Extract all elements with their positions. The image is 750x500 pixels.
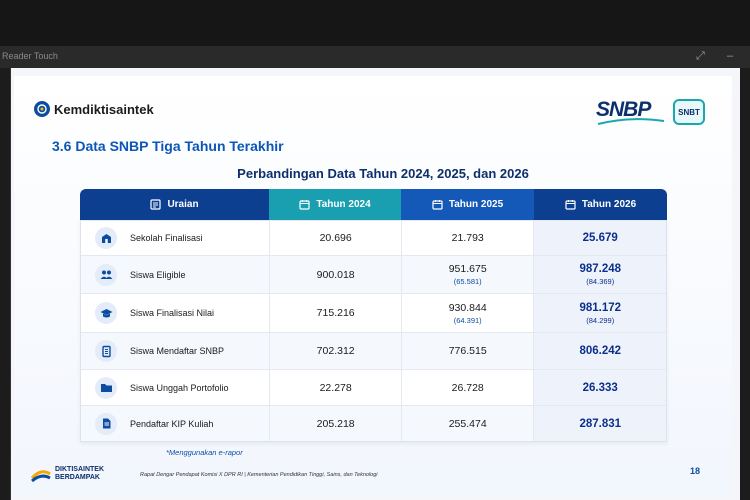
table-row: Siswa Mendaftar SNBP 702.312 776.515 806…: [81, 332, 666, 369]
cell-2024: 702.312: [269, 333, 401, 369]
cell-2025: 255.474: [400, 406, 534, 441]
cell-2026: 806.242: [533, 333, 666, 369]
section-title: 3.6 Data SNBP Tiga Tahun Terakhir: [52, 138, 284, 154]
header-2026: Tahun 2026: [534, 189, 667, 220]
row-label-cell: Siswa Mendaftar SNBP: [81, 333, 269, 369]
calendar-icon: [565, 200, 576, 210]
cell-2024: 20.696: [269, 221, 401, 255]
table-row: Siswa Finalisasi Nilai 715.216 930.844 (6…: [81, 293, 666, 332]
cell-2025: 930.844 (64.391): [400, 294, 534, 332]
logo-line-1: DIKTISAINTEK: [55, 466, 104, 473]
table-subtitle: Perbandingan Data Tahun 2024, 2025, dan …: [14, 166, 732, 181]
row-label-cell: Siswa Eligible: [81, 256, 269, 293]
header-uraian: Uraian: [80, 189, 269, 220]
school-icon: [95, 227, 117, 249]
footer-text: Rapat Dengar Pendapat Komisi X DPR RI | …: [140, 472, 378, 478]
snbp-data-table: Uraian Tahun 2024 Tahun 2025 Tahun 2026 …: [80, 189, 667, 442]
logo-line-2: BERDAMPAK: [55, 474, 100, 481]
cell-2024: 900.018: [269, 256, 401, 293]
top-dark-bar: [0, 0, 750, 46]
snbp-swoosh-icon: [597, 118, 665, 125]
ministry-emblem-icon: [34, 101, 50, 117]
kemdiktisaintek-logo: Kemdiktisaintek: [34, 101, 154, 117]
expand-icon[interactable]: ⤢: [696, 50, 705, 62]
row-label-cell: Siswa Finalisasi Nilai: [81, 294, 269, 332]
list-icon: [150, 199, 162, 210]
table-header: Uraian Tahun 2024 Tahun 2025 Tahun 2026: [80, 189, 667, 220]
document-icon: [95, 412, 117, 435]
reader-window-bar: Reader Touch ⤢ –: [0, 46, 750, 68]
snbp-logo: SNBP: [596, 98, 651, 121]
snbt-logo: SNBT: [673, 99, 705, 125]
berdampak-emblem-icon: [30, 470, 51, 483]
slide-footer: DIKTISAINTEK BERDAMPAK Rapat Dengar Pend…: [14, 458, 732, 494]
cell-2026: 981.172 (84.299): [533, 294, 666, 332]
cell-2025: 951.675 (65.581): [400, 256, 534, 293]
table-row: Pendaftar KIP Kuliah 205.218 255.474 287…: [81, 405, 666, 441]
footnote: *Menggunakan e-rapor: [166, 448, 243, 457]
cell-2024: 715.216: [269, 294, 401, 332]
minimize-icon[interactable]: –: [727, 50, 734, 62]
registration-icon: [95, 340, 117, 362]
logo-text: Kemdiktisaintek: [54, 101, 154, 117]
graduation-cap-icon: [95, 302, 117, 324]
cell-2026: 287.831: [533, 406, 666, 441]
cell-2026: 26.333: [533, 370, 666, 405]
cell-2024: 22.278: [269, 370, 401, 405]
diktisaintek-berdampak-logo: DIKTISAINTEK BERDAMPAK: [30, 464, 104, 484]
row-label-cell: Pendaftar KIP Kuliah: [81, 406, 269, 441]
table-row: Sekolah Finalisasi 20.696 21.793 25.679: [81, 220, 666, 255]
calendar-icon: [432, 200, 443, 210]
cell-2025: 26.728: [400, 370, 534, 405]
page-number: 18: [690, 466, 701, 476]
header-2025: Tahun 2025: [401, 189, 534, 220]
cell-2025: 21.793: [400, 221, 534, 255]
table-row: Siswa Unggah Portofolio 22.278 26.728 26…: [81, 369, 666, 405]
snbt-logo-text: SNBT: [678, 107, 700, 117]
slide: Kemdiktisaintek SNBP SNBT 3.6 Data SNBP …: [14, 76, 732, 494]
reader-window-title: Reader Touch: [2, 51, 58, 61]
table-body: Sekolah Finalisasi 20.696 21.793 25.679 …: [80, 220, 667, 442]
cell-2026: 987.248 (84.369): [533, 256, 666, 293]
folder-icon: [95, 376, 117, 399]
calendar-icon: [299, 200, 310, 210]
cell-2025: 776.515: [400, 333, 534, 369]
table-row: Siswa Eligible 900.018 951.675 (65.581) 9…: [81, 255, 666, 293]
row-label-cell: Siswa Unggah Portofolio: [81, 370, 269, 405]
students-icon: [95, 263, 117, 286]
cell-2026: 25.679: [533, 221, 666, 255]
header-2024: Tahun 2024: [269, 189, 401, 220]
row-label-cell: Sekolah Finalisasi: [81, 221, 269, 255]
table-subtitle-text: Perbandingan Data Tahun 2024, 2025, dan …: [237, 166, 529, 181]
cell-2024: 205.218: [269, 406, 401, 441]
